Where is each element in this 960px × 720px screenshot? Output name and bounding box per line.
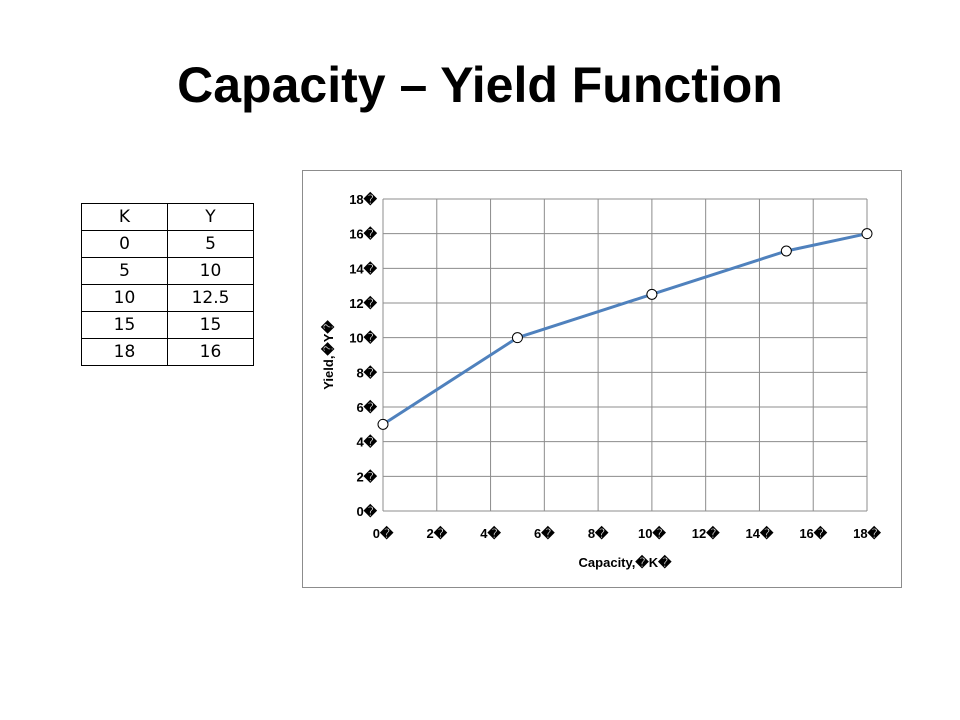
data-point [646,288,658,300]
data-table: K Y 0 5 5 10 10 12.5 15 15 18 16 [81,203,254,366]
x-tick-label: 16� [799,525,827,541]
table-row: 10 12.5 [81,284,254,312]
table-header-row: K Y [81,203,254,231]
x-axis-title: Capacity,�K� [579,554,673,570]
table-cell: 16 [167,338,254,366]
data-point [511,332,523,344]
y-axis-title: Yield,�Y� [320,320,336,390]
data-point [377,418,389,430]
table-header-cell: Y [167,203,254,231]
grid-layer [382,198,868,512]
y-tick-label: 16� [349,226,377,242]
chart-frame: 0� 2� 4� 6� 8� 10� 12� 14� 16� 18� 0� 2� 4� 6� 8� 10� 12… [302,170,902,588]
y-tick-label: 14� [349,260,377,276]
table-cell: 5 [167,230,254,258]
y-tick-label: 8� [356,364,377,380]
table-cell: 0 [81,230,168,258]
y-tick-label: 0� [356,503,377,519]
table-cell: 12.5 [167,284,254,312]
tick-label-layer: 0� 2� 4� 6� 8� 10� 12� 14� 16� 18� 0� 2� 4� 6� 8� 10� 12… [349,191,881,541]
table-row: 18 16 [81,338,254,366]
table-header-cell: K [81,203,168,231]
slide-title: Capacity – Yield Function [177,57,783,113]
y-tick-label: 18� [349,191,377,207]
table-row: 0 5 [81,230,254,258]
x-tick-label: 10� [638,525,666,541]
series-layer [377,228,873,430]
table-cell: 5 [81,257,168,285]
table-row: 5 10 [81,257,254,285]
x-tick-label: 12� [692,525,720,541]
data-point [780,245,792,257]
table-cell: 15 [167,311,254,339]
y-tick-label: 4� [356,434,377,450]
series-line [382,232,868,426]
table-cell: 10 [81,284,168,312]
y-tick-label: 12� [349,295,377,311]
table-cell: 18 [81,338,168,366]
x-tick-label: 4� [480,525,501,541]
table-row: 15 15 [81,311,254,339]
y-tick-label: 10� [349,330,377,346]
x-tick-label: 2� [426,525,447,541]
x-tick-label: 0� [373,525,394,541]
data-point [861,228,873,240]
x-tick-label: 18� [853,525,881,541]
chart-svg: 0� 2� 4� 6� 8� 10� 12� 14� 16� 18� 0� 2� 4� 6� 8� 10� 12… [320,191,882,570]
table-cell: 10 [167,257,254,285]
x-tick-label: 8� [588,525,609,541]
y-tick-label: 2� [356,468,377,484]
y-tick-label: 6� [356,399,377,415]
x-tick-label: 6� [534,525,555,541]
x-tick-label: 14� [746,525,774,541]
table-cell: 15 [81,311,168,339]
